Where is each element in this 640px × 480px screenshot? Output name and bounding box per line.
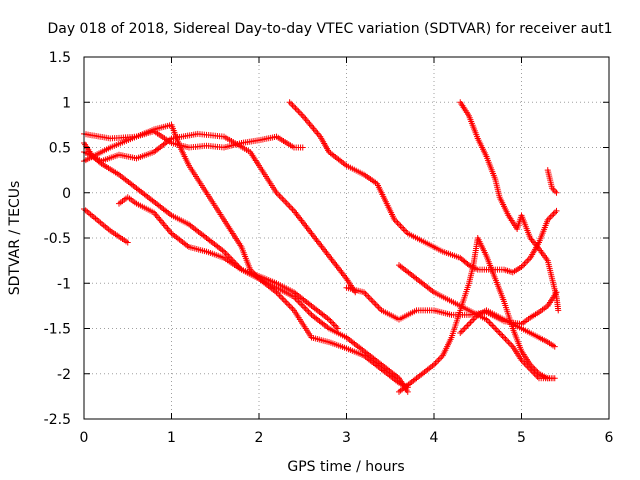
series-arc-9	[544, 167, 560, 196]
chart-title: Day 018 of 2018, Sidereal Day-to-day VTE…	[47, 21, 612, 37]
y-tick-label: -2.5	[44, 412, 71, 428]
series-arc-3	[81, 139, 411, 395]
y-tick-label: 0.5	[49, 141, 71, 157]
x-tick-label: 4	[430, 430, 439, 446]
y-axis-label: SDTVAR / TECUs	[7, 181, 23, 296]
x-tick-label: 0	[80, 430, 89, 446]
data-point	[555, 307, 562, 314]
series-arc-1	[81, 128, 306, 151]
x-tick-label: 1	[167, 430, 176, 446]
x-tick-label: 6	[605, 430, 614, 446]
data-point	[551, 375, 558, 382]
series-arc-6	[116, 194, 341, 332]
series-arc-13	[457, 307, 558, 350]
data-points	[81, 99, 562, 395]
data-point	[553, 207, 560, 214]
data-point	[551, 343, 558, 350]
series-arc-5	[81, 206, 131, 246]
y-tick-label: 1.5	[49, 50, 71, 66]
series-arc-4	[81, 121, 411, 391]
data-point	[553, 289, 560, 296]
data-point	[553, 189, 560, 196]
x-axis-label: GPS time / hours	[287, 459, 404, 475]
x-tick-label: 2	[255, 430, 264, 446]
data-point	[544, 375, 551, 382]
y-tick-label: -0.5	[44, 231, 71, 247]
y-tick-label: -1.5	[44, 322, 71, 338]
data-point	[124, 239, 131, 246]
axis-ticks: 0 1 2 3 4 5 6 -2.5 -2 -1.5 -1 -0.5 0 0.5 1 1.5	[44, 50, 614, 446]
series-arc-8	[457, 99, 562, 314]
data-point	[464, 260, 471, 267]
x-tick-label: 3	[342, 430, 351, 446]
data-point	[299, 144, 306, 151]
y-tick-label: -1	[57, 276, 71, 292]
y-tick-label: 1	[62, 95, 71, 111]
series-arc-2	[81, 130, 359, 296]
y-tick-label: 0	[62, 186, 71, 202]
y-tick-label: -2	[57, 367, 71, 383]
x-tick-label: 5	[517, 430, 526, 446]
data-point	[334, 325, 341, 332]
data-point	[97, 159, 104, 166]
grid	[84, 57, 609, 419]
